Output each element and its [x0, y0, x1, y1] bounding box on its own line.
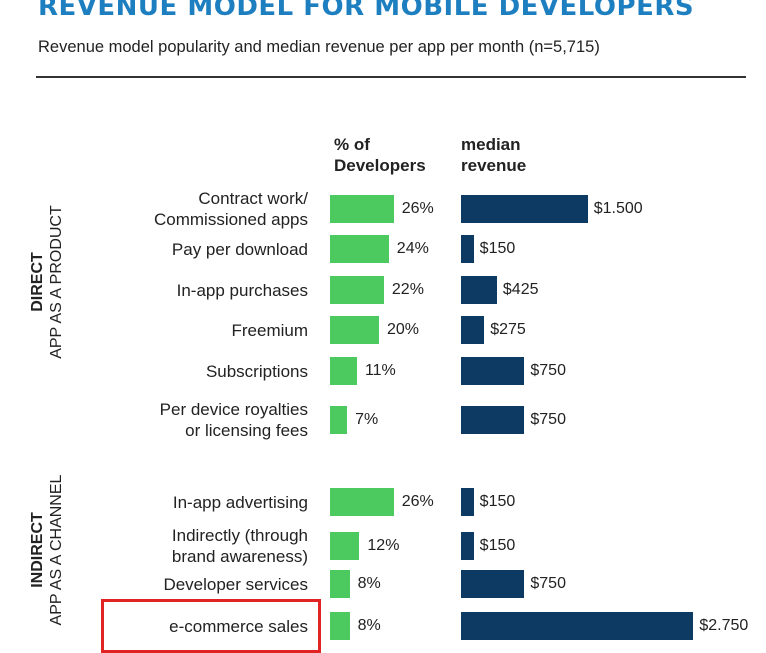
pct-bar [330, 612, 350, 640]
revenue-bar [461, 235, 474, 263]
pct-bar [330, 316, 379, 344]
pct-column-header: % of Developers [334, 134, 426, 176]
category-label-line: Indirectly (through [171, 526, 308, 545]
category-label-line: Developer services [163, 574, 308, 594]
group-label-indirect: INDIRECT APP AS A CHANNEL [28, 450, 68, 650]
category-label: In-app advertising [173, 492, 308, 513]
pct-value-label: 7% [355, 411, 379, 428]
category-label-line: Pay per download [171, 239, 308, 259]
category-label: Indirectly (through brand awareness) [172, 525, 308, 567]
pct-bar [330, 276, 384, 304]
category-label-line: Per device royalties [159, 400, 308, 419]
category-label: Subscriptions [206, 361, 308, 382]
pct-value-label: 12% [367, 537, 400, 554]
category-label-line: In-app purchases [176, 280, 308, 300]
group-indirect-strong: INDIRECT [29, 512, 46, 588]
pct-value-label: 8% [357, 617, 381, 634]
rev-column-header: median revenue [461, 134, 526, 176]
revenue-bar [461, 276, 497, 304]
pct-bar [330, 406, 348, 434]
pct-bar [330, 235, 389, 263]
pct-value-label: 22% [391, 281, 424, 298]
category-label-line: Subscriptions [205, 361, 308, 381]
revenue-bar [461, 488, 474, 516]
revenue-bar [461, 612, 694, 640]
revenue-bar [461, 357, 525, 385]
chart-title: REVENUE MODEL FOR MOBILE DEVELOPERS [38, 0, 695, 22]
group-label-direct: DIRECT APP AS A PRODUCT [28, 182, 68, 382]
category-label-line: e-commerce sales [169, 616, 308, 636]
category-label: Developer services [163, 574, 308, 595]
pct-value-label: 26% [401, 200, 434, 217]
chart-subtitle: Revenue model popularity and median reve… [38, 38, 600, 56]
pct-header-line-1: % of [334, 135, 370, 154]
category-label: Pay per download [172, 239, 308, 260]
category-label-line: Contract work/ [198, 189, 308, 208]
pct-header-line-2: Developers [334, 156, 426, 175]
category-label: Freemium [231, 320, 308, 341]
category-label-line: Freemium [231, 320, 308, 340]
category-label-line: Commissioned apps [153, 210, 308, 229]
category-label-line: brand awareness) [171, 547, 308, 566]
category-label-line: In-app advertising [172, 492, 308, 512]
highlight-box [101, 599, 321, 653]
category-label: Contract work/Commissioned apps [154, 188, 308, 230]
pct-bar [330, 532, 360, 560]
pct-bar [330, 357, 357, 385]
rev-header-line-1: median [461, 135, 521, 154]
revenue-bar [461, 570, 525, 598]
pct-bar [330, 570, 350, 598]
revenue-value-label: $1.500 [593, 200, 643, 217]
pct-value-label: 26% [401, 493, 434, 510]
revenue-value-label: $275 [490, 321, 526, 338]
group-direct-label: APP AS A PRODUCT [48, 205, 65, 359]
rev-header-line-2: revenue [461, 156, 527, 175]
group-direct-strong: DIRECT [29, 252, 46, 312]
revenue-value-label: $150 [479, 240, 516, 257]
revenue-value-label: $425 [502, 281, 539, 298]
category-label: Per device royalties or licensing fees [160, 399, 308, 441]
category-label: e-commerce sales [169, 616, 308, 637]
pct-value-label: 11% [364, 362, 396, 379]
revenue-value-label: $750 [530, 411, 566, 428]
group-indirect-label: APP AS A CHANNEL [48, 474, 65, 626]
pct-value-label: 24% [396, 240, 429, 257]
pct-bar [330, 195, 394, 223]
pct-bar [330, 488, 394, 516]
revenue-value-label: $750 [530, 575, 566, 592]
revenue-value-label: $2.750 [699, 617, 749, 634]
revenue-value-label: $750 [530, 362, 566, 379]
category-label-line: or licensing fees [185, 421, 308, 440]
revenue-bar [461, 195, 588, 223]
category-label: In-app purchases [177, 280, 308, 301]
revenue-value-label: $150 [479, 493, 516, 510]
pct-value-label: 8% [357, 575, 381, 592]
header-divider [36, 76, 746, 78]
revenue-bar [461, 316, 485, 344]
pct-value-label: 20% [387, 321, 420, 338]
revenue-value-label: $150 [479, 537, 516, 554]
revenue-bar [461, 406, 525, 434]
revenue-bar [461, 532, 474, 560]
